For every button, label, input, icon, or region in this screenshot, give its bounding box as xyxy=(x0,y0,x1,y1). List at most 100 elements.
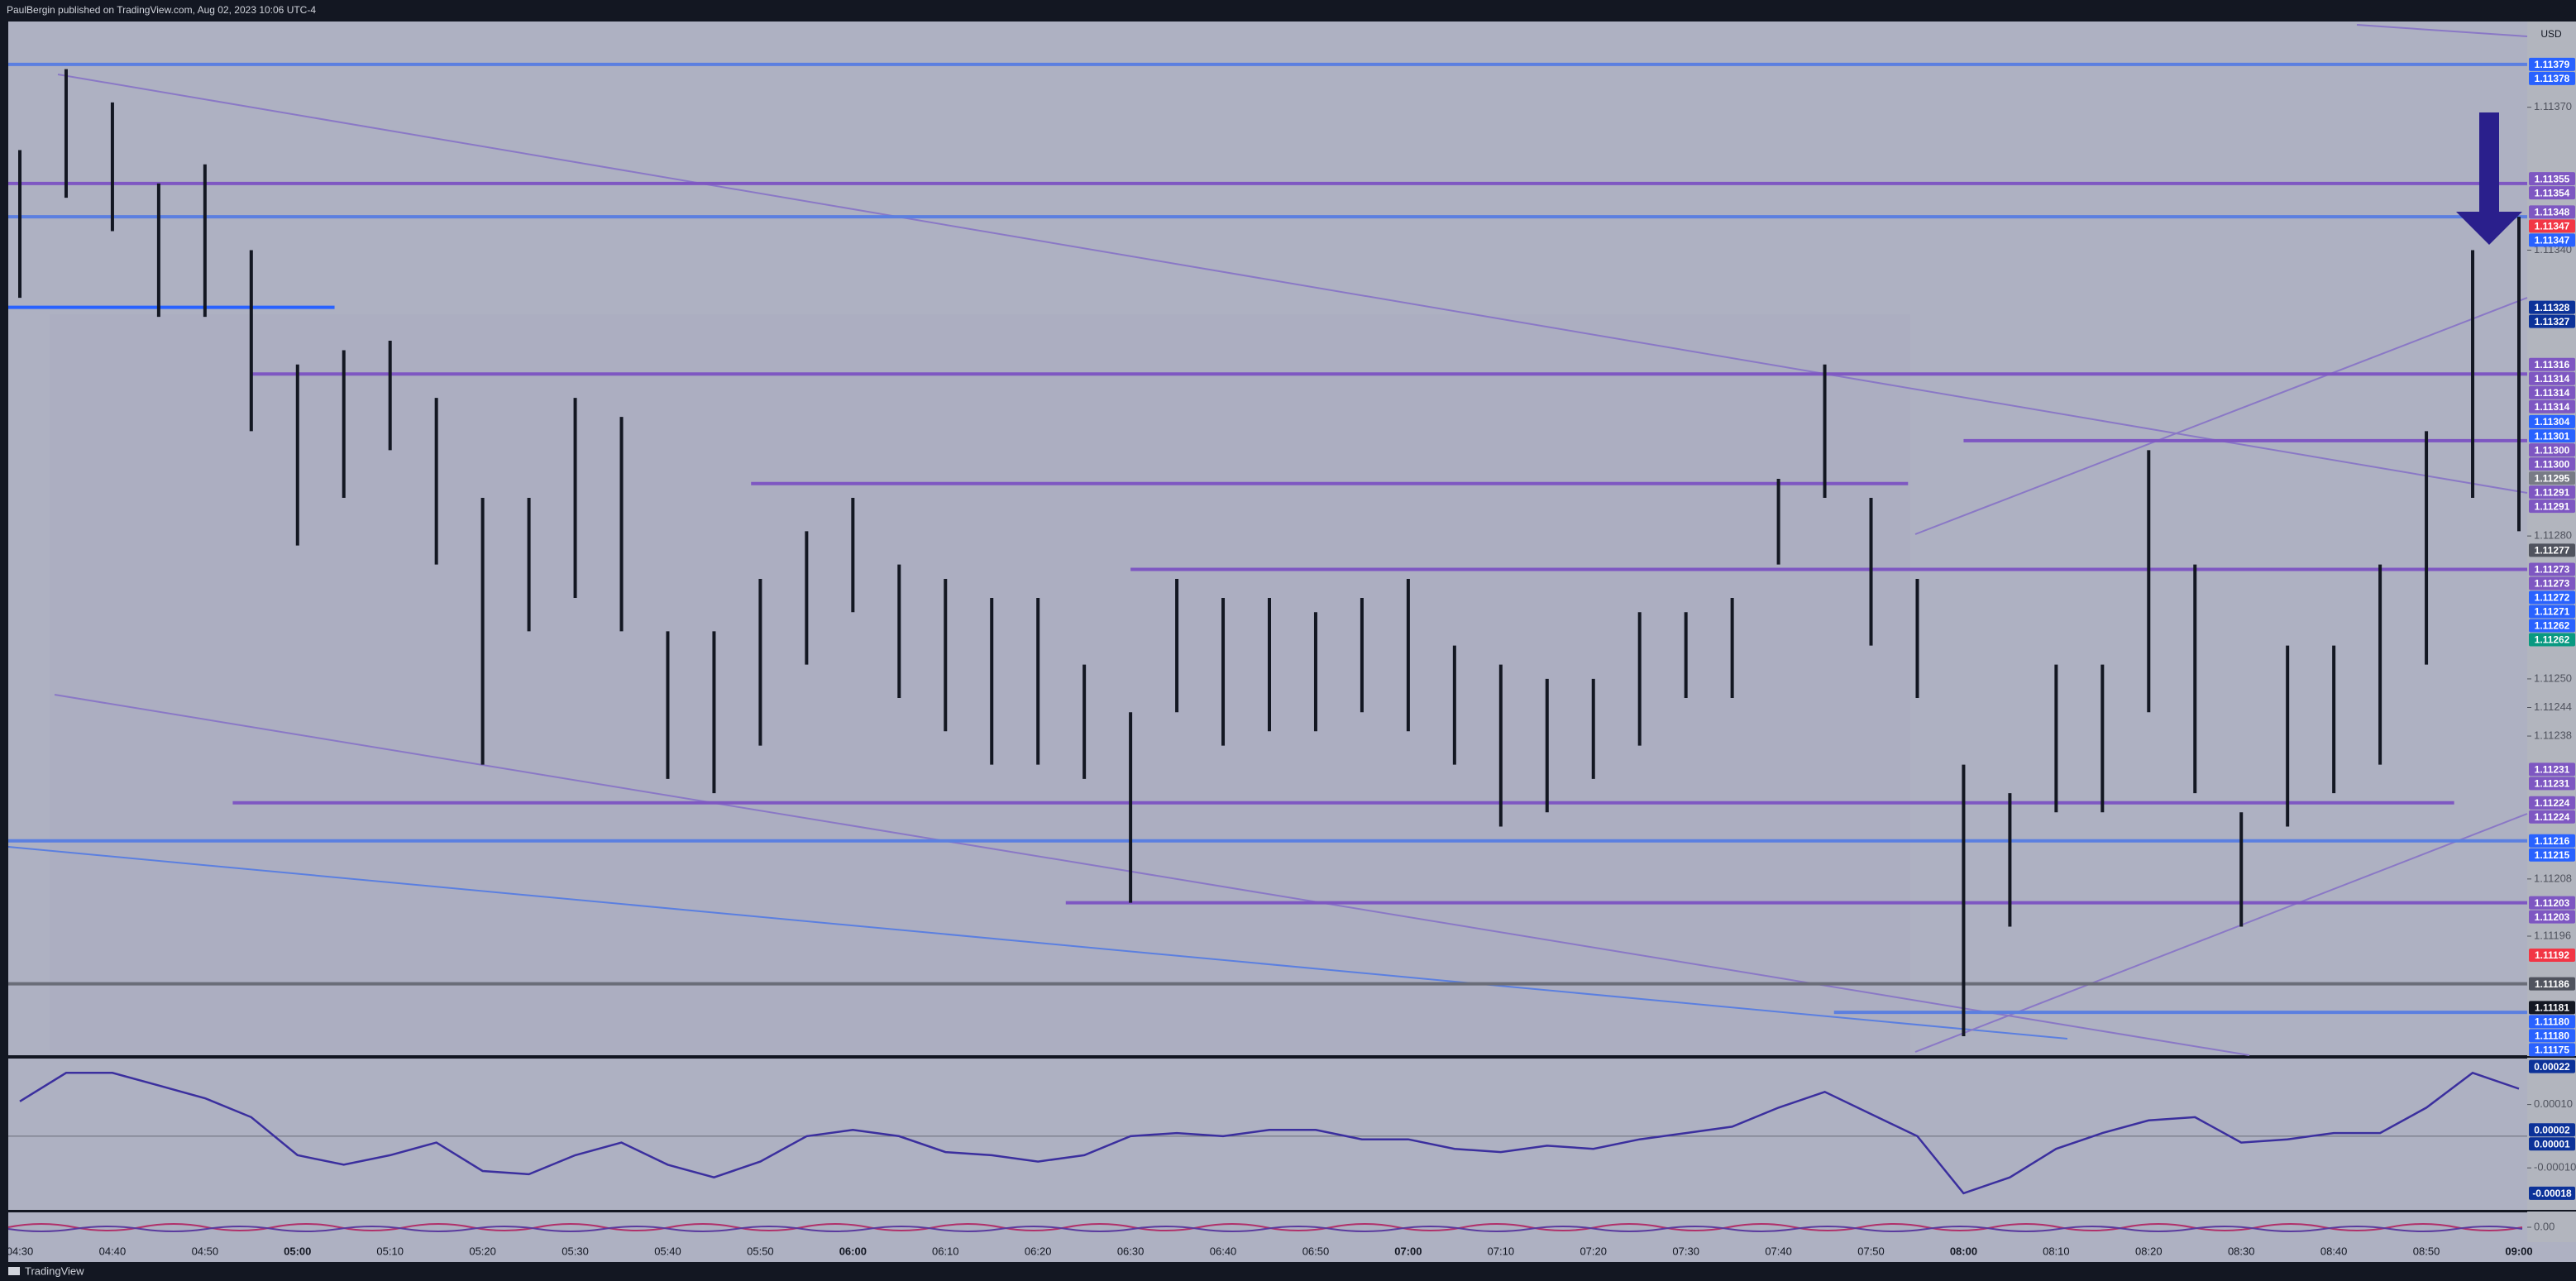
x-tick-label: 07:10 xyxy=(1488,1245,1515,1257)
x-tick-label: 04:50 xyxy=(192,1245,219,1257)
price-tag xyxy=(2529,457,2575,471)
x-tick-label: 07:40 xyxy=(1765,1245,1792,1257)
arrow-annotation xyxy=(2456,112,2522,245)
price-tag xyxy=(2529,949,2575,963)
trend-line xyxy=(57,74,2528,494)
x-tick-label: 08:10 xyxy=(2043,1245,2070,1257)
price-tag-label: 1.11295 xyxy=(2535,472,2570,484)
x-tick-label: 04:30 xyxy=(7,1245,34,1257)
y-tick-label: 0.00 xyxy=(2534,1220,2554,1232)
price-tag xyxy=(2529,1043,2575,1057)
price-tag-label: 1.11291 xyxy=(2535,500,2570,512)
price-tag xyxy=(2529,810,2575,824)
y-tick-label: 1.11280 xyxy=(2534,529,2572,542)
x-tick-label: 05:00 xyxy=(284,1245,311,1257)
y-tick-label: 1.11250 xyxy=(2534,672,2572,684)
bottom-indicator xyxy=(7,1226,2523,1232)
x-tick-label: 05:50 xyxy=(747,1245,774,1257)
oscillator-line xyxy=(19,1071,2520,1195)
price-tag-label: 1.11224 xyxy=(2535,797,2570,809)
currency: USD xyxy=(2540,28,2562,40)
oscillator-pane xyxy=(8,1059,2527,1211)
price-tag xyxy=(2529,233,2575,247)
shaded-zone xyxy=(50,314,1910,1050)
price-tag xyxy=(2529,471,2575,485)
price-tag xyxy=(2529,205,2575,219)
price-tag xyxy=(2529,834,2575,848)
price-tag-label: 1.11354 xyxy=(2535,187,2570,198)
price-tag-label: 1.11192 xyxy=(2535,949,2569,961)
price-tag-label: 1.11262 xyxy=(2535,620,2570,632)
price-tag-label: 1.11300 xyxy=(2535,444,2570,456)
price-tag-label: 1.11316 xyxy=(2535,359,2570,370)
x-tick-label: 07:00 xyxy=(1394,1245,1422,1257)
price-tag xyxy=(2529,605,2575,619)
price-tag-label: 1.11379 xyxy=(2535,59,2570,70)
price-tag xyxy=(2529,1015,2575,1029)
x-tick-label: 06:50 xyxy=(1302,1245,1330,1257)
price-tag-label: 0.00001 xyxy=(2534,1138,2570,1150)
price-tag xyxy=(2529,371,2575,385)
price-tag-label: 1.11262 xyxy=(2535,634,2570,646)
price-tag-label: -0.00018 xyxy=(2532,1188,2572,1199)
trend-line xyxy=(54,694,2250,1056)
price-tag xyxy=(2529,576,2575,590)
price-tag xyxy=(2529,777,2575,791)
y-tick-label: 0.00010 xyxy=(2534,1097,2573,1110)
x-tick-label: 08:20 xyxy=(2135,1245,2163,1257)
trend-line xyxy=(2356,24,2528,37)
y-tick-label: 1.11208 xyxy=(2534,872,2572,884)
price-tag-label: 1.11271 xyxy=(2535,606,2570,618)
price-tag xyxy=(2529,1001,2575,1015)
x-tick-label: 06:10 xyxy=(932,1245,959,1257)
price-tag xyxy=(2529,762,2575,777)
price-tag-label: 1.11181 xyxy=(2535,1002,2569,1014)
price-tag-label: 1.11300 xyxy=(2535,458,2570,470)
price-tag-label: 1.11180 xyxy=(2535,1030,2569,1042)
trend-line xyxy=(7,846,2068,1040)
x-tick-label: 07:20 xyxy=(1580,1245,1607,1257)
price-tag-label: 1.11301 xyxy=(2535,430,2570,442)
price-tag-label: 1.11348 xyxy=(2535,207,2570,218)
price-tag xyxy=(2529,590,2575,605)
price-tag xyxy=(2529,848,2575,862)
price-tag xyxy=(2529,186,2575,200)
price-tag-label: 1.11347 xyxy=(2535,235,2570,246)
x-tick-label: 09:00 xyxy=(2505,1245,2532,1257)
y-tick-label: 1.11238 xyxy=(2534,729,2572,741)
price-tag xyxy=(2529,796,2575,810)
y-tick-label: 1.11370 xyxy=(2534,100,2572,112)
price-tag-label: 1.11231 xyxy=(2535,764,2570,776)
time-axis xyxy=(8,1242,2576,1262)
price-tag-label: 1.11203 xyxy=(2535,911,2570,923)
x-tick-label: 04:40 xyxy=(99,1245,127,1257)
price-tag xyxy=(2529,499,2575,514)
y-tick-label: -0.00010 xyxy=(2534,1161,2576,1173)
price-tag-label: 1.11273 xyxy=(2535,578,2570,590)
price-tag-label: 1.11327 xyxy=(2535,316,2570,327)
price-tag xyxy=(2529,562,2575,576)
price-tag-label: 1.11378 xyxy=(2535,73,2570,84)
footer-brand: TradingView xyxy=(25,1264,84,1277)
price-tag-label: 1.11314 xyxy=(2535,387,2570,399)
price-tag-label: 1.11304 xyxy=(2535,416,2570,428)
x-tick-label: 06:30 xyxy=(1117,1245,1145,1257)
trend-line xyxy=(1914,297,2528,535)
x-tick-label: 07:50 xyxy=(1857,1245,1885,1257)
price-tag xyxy=(2529,300,2575,314)
price-tag-label: 1.11273 xyxy=(2535,564,2570,576)
price-tag-label: 1.11328 xyxy=(2535,302,2570,313)
price-tag-label: 1.11272 xyxy=(2535,592,2570,604)
price-tag-label: 1.11180 xyxy=(2535,1016,2569,1028)
price-tag xyxy=(2529,385,2575,399)
price-tag-label: 1.11314 xyxy=(2535,401,2570,413)
price-tag xyxy=(2529,172,2575,186)
x-tick-label: 05:10 xyxy=(376,1245,404,1257)
x-tick-label: 06:00 xyxy=(839,1245,867,1257)
price-tag-label: 1.11347 xyxy=(2535,221,2570,232)
x-tick-label: 08:30 xyxy=(2228,1245,2255,1257)
x-tick-label: 08:50 xyxy=(2413,1245,2440,1257)
price-tag xyxy=(2529,633,2575,647)
